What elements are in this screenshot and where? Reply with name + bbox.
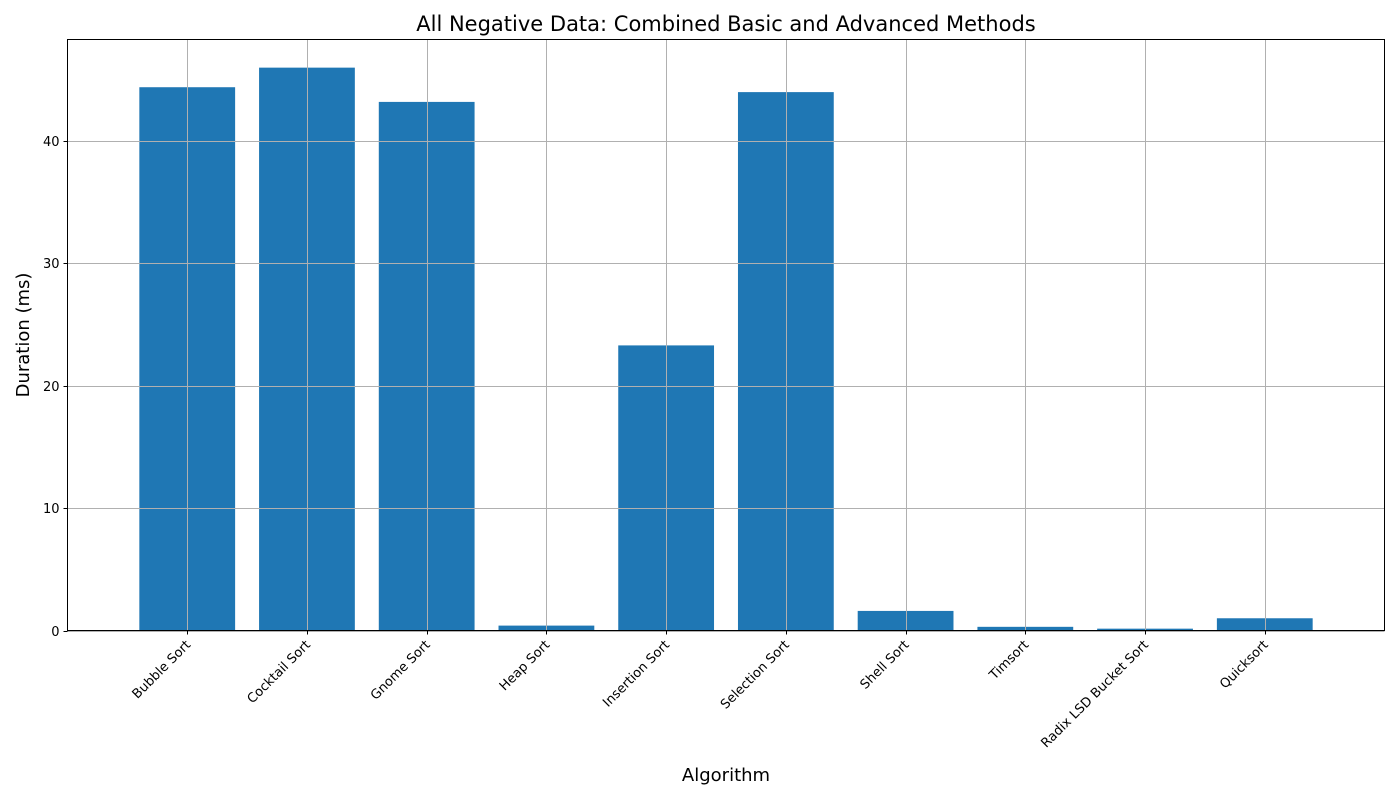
- x-tick-label: Shell Sort: [858, 638, 913, 693]
- x-tick-label: Bubble Sort: [130, 638, 194, 702]
- x-axis-ticks: Bubble Sort Cocktail Sort Gnome Sort Heap S…: [130, 630, 1272, 751]
- x-tick-label: Quicksort: [1217, 638, 1271, 692]
- bar: [259, 67, 355, 631]
- chart-title: All Negative Data: Combined Basic and Ad…: [416, 12, 1035, 36]
- bars: [139, 67, 1313, 631]
- bar: [1216, 618, 1313, 631]
- y-tick-label: 40: [43, 135, 60, 150]
- y-tick-label: 0: [51, 625, 59, 640]
- y-axis-ticks: 0 10 20 30 40: [43, 135, 68, 640]
- x-tick-label: Heap Sort: [497, 638, 553, 694]
- bar: [857, 610, 954, 631]
- x-tick-label: Radix LSD Bucket Sort: [1039, 638, 1152, 751]
- bar: [378, 101, 475, 631]
- x-tick-label: Selection Sort: [718, 638, 793, 713]
- plot-frame: [67, 39, 1385, 631]
- bar: [737, 92, 834, 631]
- y-axis-label: Duration (ms): [13, 273, 34, 398]
- x-tick-label: Cocktail Sort: [245, 638, 314, 707]
- x-gridlines-overlay: [187, 39, 1266, 631]
- y-gridlines-overlay: [67, 141, 1385, 632]
- y-tick-label: 30: [43, 257, 60, 272]
- x-tick-label: Gnome Sort: [368, 638, 434, 704]
- y-tick-label: 10: [43, 502, 60, 517]
- y-tick-label: 20: [43, 380, 60, 395]
- x-tick-label: Timsort: [986, 638, 1032, 684]
- x-tick-label: Insertion Sort: [600, 638, 673, 711]
- x-axis-label: Algorithm: [682, 765, 770, 786]
